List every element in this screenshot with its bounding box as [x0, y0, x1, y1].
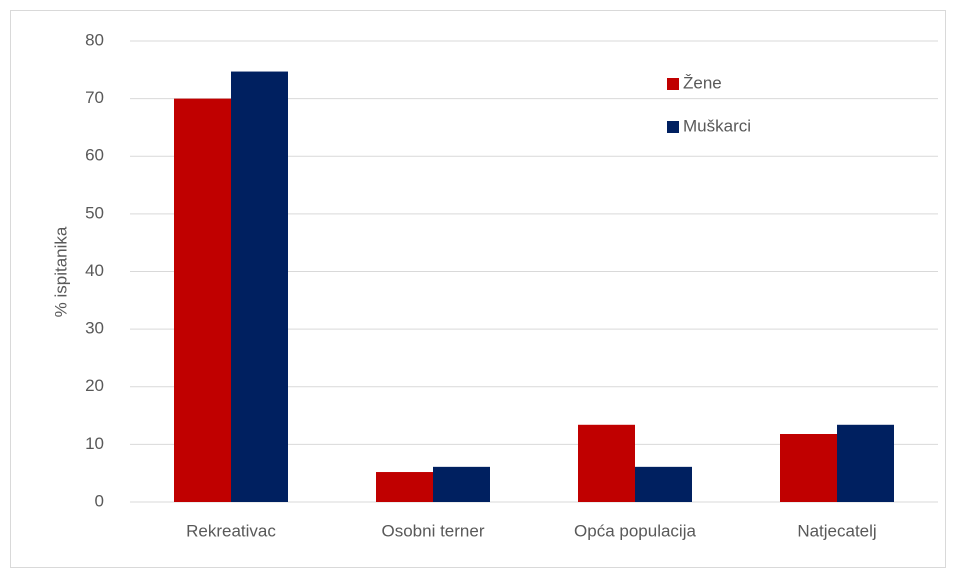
y-tick-label: 0: [95, 491, 104, 510]
legend-label: Muškarci: [683, 116, 751, 135]
y-tick-label: 10: [85, 434, 104, 453]
y-tick-label: 50: [85, 203, 104, 222]
x-tick-label: Opća populacija: [574, 521, 696, 540]
legend-swatch: [667, 78, 679, 90]
y-tick-label: 20: [85, 376, 104, 395]
y-axis-label: % ispitanika: [51, 226, 70, 317]
y-tick-label: 40: [85, 261, 104, 280]
x-tick-label: Natjecatelj: [797, 521, 876, 540]
bar: [635, 466, 692, 502]
y-tick-label: 30: [85, 319, 104, 338]
bar: [433, 466, 490, 502]
y-tick-label: 60: [85, 146, 104, 165]
bar: [376, 472, 433, 502]
y-tick-label: 80: [85, 30, 104, 49]
bar: [578, 424, 635, 502]
bar: [174, 98, 231, 502]
x-tick-label: Rekreativac: [186, 521, 276, 540]
bar: [780, 434, 837, 502]
x-tick-label: Osobni terner: [382, 521, 485, 540]
bar: [231, 71, 288, 502]
bar: [837, 424, 894, 502]
legend-swatch: [667, 121, 679, 133]
legend-label: Žene: [683, 73, 722, 92]
y-tick-label: 70: [85, 88, 104, 107]
